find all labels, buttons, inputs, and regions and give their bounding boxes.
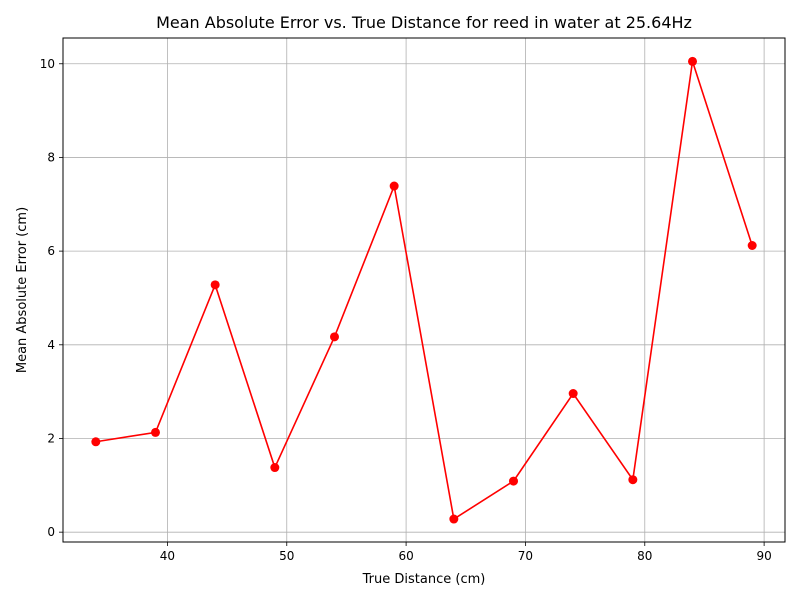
y-tick-label: 10 <box>40 57 55 71</box>
x-tick-label: 40 <box>160 549 175 563</box>
plot-frame <box>62 37 786 543</box>
x-tick-label: 50 <box>279 549 294 563</box>
data-point <box>568 389 578 399</box>
y-axis-label: Mean Absolute Error (cm) <box>15 207 30 373</box>
chart-title: Mean Absolute Error vs. True Distance fo… <box>156 13 692 32</box>
x-axis-ticks: 40 50 60 70 80 90 <box>160 542 772 563</box>
data-point <box>449 514 459 524</box>
data-point <box>270 463 280 473</box>
y-tick-label: 2 <box>47 431 55 445</box>
x-axis-label: True Distance (cm) <box>362 572 486 587</box>
data-point <box>329 332 339 342</box>
y-tick-label: 6 <box>47 244 55 258</box>
data-point <box>91 437 101 447</box>
y-tick-label: 4 <box>47 338 55 352</box>
data-point <box>389 181 399 191</box>
data-point <box>150 427 160 437</box>
y-tick-label: 0 <box>47 525 55 539</box>
data-point <box>509 476 519 486</box>
data-point <box>210 280 220 290</box>
x-tick-label: 80 <box>637 549 652 563</box>
y-tick-label: 8 <box>47 150 55 164</box>
x-tick-label: 60 <box>398 549 413 563</box>
data-point <box>747 241 757 251</box>
x-tick-label: 90 <box>756 549 771 563</box>
x-tick-label: 70 <box>518 549 533 563</box>
data-point <box>628 475 638 485</box>
grid <box>63 38 785 542</box>
series-line <box>95 61 753 521</box>
series-layer <box>91 56 757 524</box>
y-axis-ticks: 0 2 4 6 8 10 <box>40 57 63 539</box>
data-point <box>688 56 698 66</box>
